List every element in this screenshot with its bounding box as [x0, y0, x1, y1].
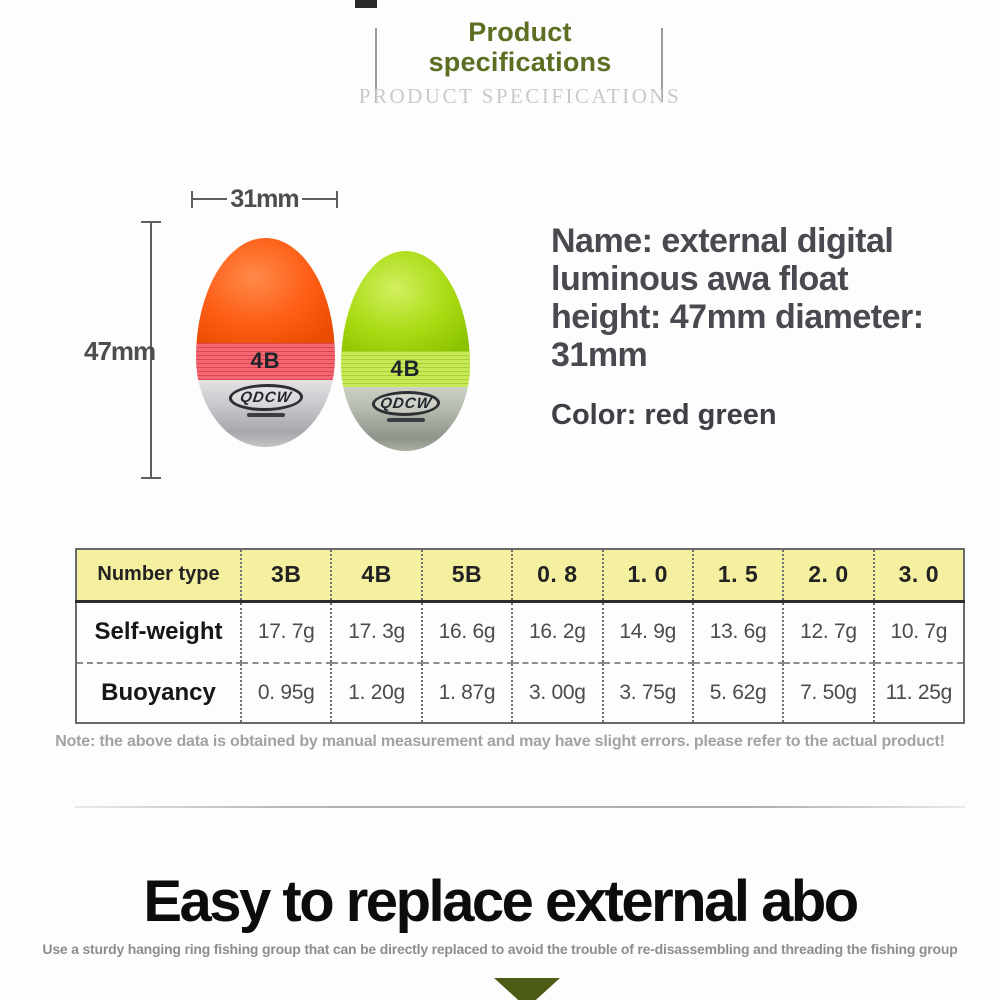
spec-table-col-header: 3. 0	[872, 549, 964, 603]
spec-table-cell: 1. 87g	[420, 663, 513, 723]
float-green-base: QDCW	[341, 387, 470, 451]
dimension-tick	[191, 190, 193, 208]
float-green-band: 4B	[341, 351, 470, 387]
width-dimension-label: 31mm	[230, 184, 299, 213]
product-color-info: Color: red green	[551, 399, 777, 431]
spec-table-header-row: Number type 3B 4B 5B 0. 8 1. 0 1. 5 2. 0…	[76, 549, 964, 603]
dimension-tick	[336, 190, 339, 208]
spec-table-header-label: Number type	[76, 549, 241, 603]
float-size-label: 4B	[390, 356, 421, 381]
spec-table-col-header: 3B	[239, 549, 332, 603]
width-dimension: 31mm	[191, 184, 339, 213]
section-subtitle: PRODUCT SPECIFICATIONS	[358, 84, 682, 108]
spec-table-cell: 16. 6g	[420, 601, 513, 664]
dimension-line	[301, 198, 337, 200]
spec-table-cell: 11. 25g	[872, 663, 964, 723]
footer-description: Use a sturdy hanging ring fishing group …	[42, 941, 958, 957]
float-orange-base: QDCW	[196, 380, 335, 447]
spec-table-cell: 13. 6g	[691, 601, 784, 664]
product-name-block: Name: external digital luminous awa floa…	[551, 222, 981, 374]
spec-table-cell: 17. 7g	[239, 601, 332, 664]
header-right-divider	[661, 28, 663, 102]
float-orange-dome	[196, 238, 335, 343]
product-name-line: height: 47mm diameter:	[551, 298, 924, 336]
brand-logo: QDCW	[369, 391, 442, 416]
float-size-label: 4B	[250, 348, 281, 374]
spec-table-cell: 0. 95g	[239, 663, 332, 723]
dimension-tick	[141, 221, 161, 223]
section-title-line2: specifications	[428, 47, 612, 77]
dimension-tick	[141, 477, 161, 479]
brand-logo-subline	[246, 413, 285, 418]
spec-table-cell: 3. 00g	[511, 663, 603, 723]
section-divider-line	[75, 806, 965, 808]
spec-table-cell: 16. 2g	[511, 601, 603, 664]
spec-table-row-buoyancy: Buoyancy 0. 95g 1. 20g 1. 87g 3. 00g 3. …	[76, 663, 964, 723]
product-name-line: luminous awa float	[551, 260, 849, 298]
spec-table-cell: 1. 20g	[330, 663, 422, 723]
brand-logo: QDCW	[226, 384, 305, 412]
float-green-image: 4B QDCW	[341, 251, 470, 451]
header-left-divider	[375, 28, 377, 102]
spec-table-cell: 3. 75g	[601, 663, 693, 723]
spec-table-cell: 10. 7g	[872, 601, 964, 664]
spec-table-col-header: 1. 0	[601, 549, 693, 603]
spec-table-col-header: 2. 0	[782, 549, 874, 603]
spec-table-cell: 17. 3g	[330, 601, 422, 664]
product-name-line: Name: external digital	[551, 222, 894, 260]
top-partial-mark	[355, 0, 377, 8]
brand-logo-text: QDCW	[238, 389, 293, 407]
spec-table-col-header: 1. 5	[691, 549, 784, 603]
spec-table-col-header: 0. 8	[511, 549, 603, 603]
spec-table-row-label: Self-weight	[76, 601, 241, 664]
triangle-down-icon	[494, 978, 560, 1000]
spec-table-row-label: Buoyancy	[101, 679, 216, 706]
height-dimension	[141, 221, 161, 479]
spec-table-col-header: 4B	[330, 549, 422, 603]
measurement-note: Note: the above data is obtained by manu…	[55, 733, 945, 750]
float-orange-image: 4B QDCW	[196, 238, 335, 447]
spec-table-cell: 7. 50g	[782, 663, 874, 723]
spec-table-cell: 5. 62g	[691, 663, 784, 723]
product-name-line: 31mm	[551, 336, 648, 374]
float-orange-band: 4B	[196, 342, 335, 381]
spec-table-row-self-weight: Self-weight 17. 7g 17. 3g 16. 6g 16. 2g …	[76, 601, 964, 664]
dimension-line	[193, 198, 228, 200]
height-dimension-label: 47mm	[84, 336, 156, 366]
footer-headline: Easy to replace external abo	[143, 869, 859, 934]
spec-table-cell: 14. 9g	[601, 601, 693, 664]
brand-logo-subline	[386, 418, 425, 422]
spec-table: Number type 3B 4B 5B 0. 8 1. 0 1. 5 2. 0…	[75, 548, 965, 724]
spec-table-cell: 12. 7g	[782, 601, 874, 664]
section-title: Product specifications	[360, 17, 680, 77]
spec-table-col-header: 5B	[420, 549, 513, 603]
section-title-line1: Product	[468, 17, 572, 47]
dimension-line	[150, 223, 152, 477]
brand-logo-text: QDCW	[378, 395, 433, 412]
float-green-dome	[341, 251, 470, 351]
